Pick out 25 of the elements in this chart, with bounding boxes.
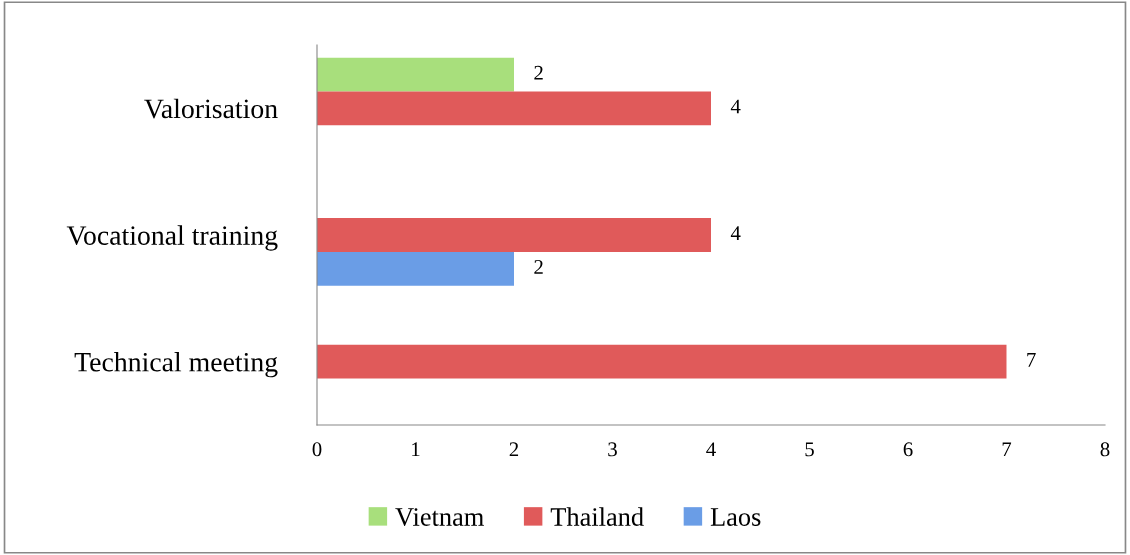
data-label: 2 <box>534 259 543 274</box>
bar <box>317 218 711 252</box>
bar <box>317 57 514 92</box>
y-tick-label: Valorisation <box>144 98 278 119</box>
x-tick-label: 4 <box>706 442 716 457</box>
x-tick-label: 1 <box>412 442 420 457</box>
data-label: 7 <box>1027 353 1036 367</box>
bar <box>317 91 711 126</box>
y-tick-label: Technical meeting <box>74 352 278 378</box>
x-tick-label: 3 <box>608 442 617 457</box>
x-tick-label: 7 <box>1002 442 1012 457</box>
x-tick-label: 5 <box>805 442 814 457</box>
x-tick-label: 2 <box>509 442 519 457</box>
data-label: 4 <box>730 226 741 241</box>
legend-label: Vietnam <box>395 508 484 527</box>
x-tick-label: 8 <box>1100 442 1110 457</box>
legend-label: Laos <box>710 508 761 526</box>
x-tick-label: 0 <box>312 442 322 457</box>
data-label: 4 <box>730 99 741 114</box>
x-tick-label: 6 <box>903 442 913 457</box>
legend-label: Thailand <box>550 507 644 526</box>
bar <box>317 251 514 286</box>
y-tick-label: Vocational training <box>66 225 278 251</box>
data-label: 2 <box>534 65 543 80</box>
bar <box>317 344 1007 379</box>
